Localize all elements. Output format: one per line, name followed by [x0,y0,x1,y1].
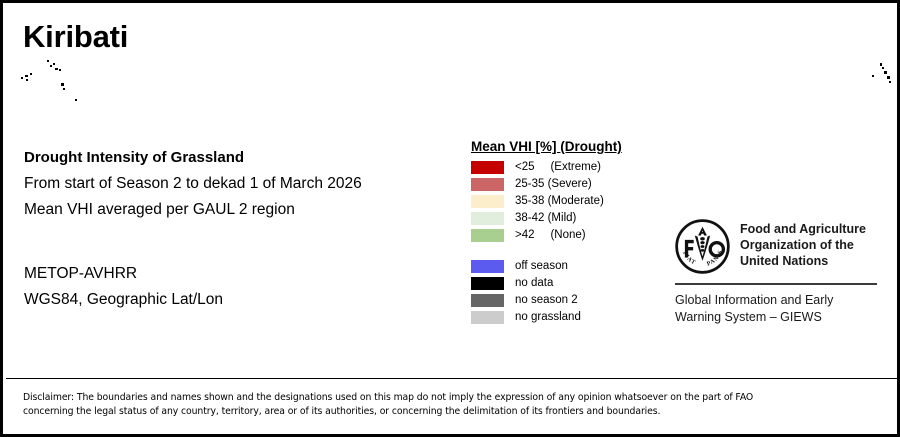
map-sensor-line: METOP-AVHRR [24,265,138,282]
fao-org-line-2: Organization of the [740,238,854,252]
legend-status-group: off season no data no season 2 no grassland [471,258,671,326]
legend-status-label: no grassland [515,311,581,323]
island-marker [61,83,64,86]
disclaimer-line-1: Disclaimer: The boundaries and names sho… [23,392,754,403]
disclaimer-divider [6,378,897,379]
legend-status-row: no data [471,275,671,292]
fao-organization-name: Food and Agriculture Organization of the… [740,219,866,269]
island-marker [889,81,891,83]
legend-class-label: <25 (Extreme) [515,161,601,173]
legend-class-label: 35-38 (Moderate) [515,195,604,207]
legend-title: Mean VHI [%] (Drought) [471,139,622,154]
legend-class-swatch [471,178,504,191]
fao-programme-name: Global Information and Early Warning Sys… [675,292,885,326]
island-marker [63,88,65,90]
island-marker [887,76,890,79]
legend-class-row: <25 (Extreme) [471,159,671,176]
disclaimer: Disclaimer: The boundaries and names sho… [23,391,883,418]
fao-org-line-1: Food and Agriculture [740,222,866,236]
legend-class-label: 25-35 (Severe) [515,178,592,190]
legend-status-swatch [471,294,504,307]
map-aggregation-line: Mean VHI averaged per GAUL 2 region [24,201,295,218]
fao-divider [675,283,877,285]
legend-class-swatch [471,229,504,242]
legend-class-row: >42 (None) [471,227,671,244]
legend-status-row: off season [471,258,671,275]
island-marker [884,71,887,74]
island-marker [882,67,884,69]
fao-branding-block: FIAT PANIS Food and Agriculture Organiza… [675,219,885,326]
island-marker [21,77,23,79]
legend-status-row: no season 2 [471,292,671,309]
page-title: Kiribati [23,19,129,54]
legend-class-row: 35-38 (Moderate) [471,193,671,210]
legend-class-swatch [471,161,504,174]
legend-status-swatch [471,277,504,290]
island-marker [25,75,28,77]
fao-programme-line-2: Warning System – GIEWS [675,310,822,324]
legend-class-row: 25-35 (Severe) [471,176,671,193]
legend-status-swatch [471,260,504,273]
legend-class-label: 38-42 (Mild) [515,212,577,224]
island-marker [30,73,32,75]
legend-class-swatch [471,195,504,208]
island-marker [75,99,77,101]
fao-org-line-3: United Nations [740,254,829,268]
disclaimer-line-2: concerning the legal status of any count… [23,405,661,417]
legend-class-label: >42 (None) [515,229,586,241]
map-subject-title: Drought Intensity of Grassland [24,149,245,166]
legend-status-label: off season [515,260,568,272]
island-marker [872,75,874,77]
island-marker [880,63,882,66]
legend-spacer [471,244,671,258]
legend-class-group: <25 (Extreme) 25-35 (Severe) 35-38 (Modera… [471,159,671,244]
legend-class-swatch [471,212,504,225]
map-period-line: From start of Season 2 to dekad 1 of Mar… [24,175,362,192]
legend-status-label: no data [515,277,554,289]
fao-programme-line-1: Global Information and Early [675,293,834,307]
legend: Mean VHI [%] (Drought) <25 (Extreme) 25-3… [471,139,671,326]
map-description-block: Drought Intensity of Grassland From star… [24,145,454,223]
island-marker [50,65,52,67]
legend-status-row: no grassland [471,309,671,326]
legend-class-row: 38-42 (Mild) [471,210,671,227]
fao-emblem-icon: FIAT PANIS [675,219,730,274]
island-marker [55,68,58,70]
legend-status-swatch [471,311,504,324]
island-marker [53,63,55,65]
legend-status-label: no season 2 [515,294,578,306]
island-marker [26,79,28,81]
island-marker [59,69,61,71]
island-marker [47,60,49,62]
map-projection-line: WGS84, Geographic Lat/Lon [24,291,224,308]
map-technical-block: METOP-AVHRR WGS84, Geographic Lat/Lon [24,261,454,313]
